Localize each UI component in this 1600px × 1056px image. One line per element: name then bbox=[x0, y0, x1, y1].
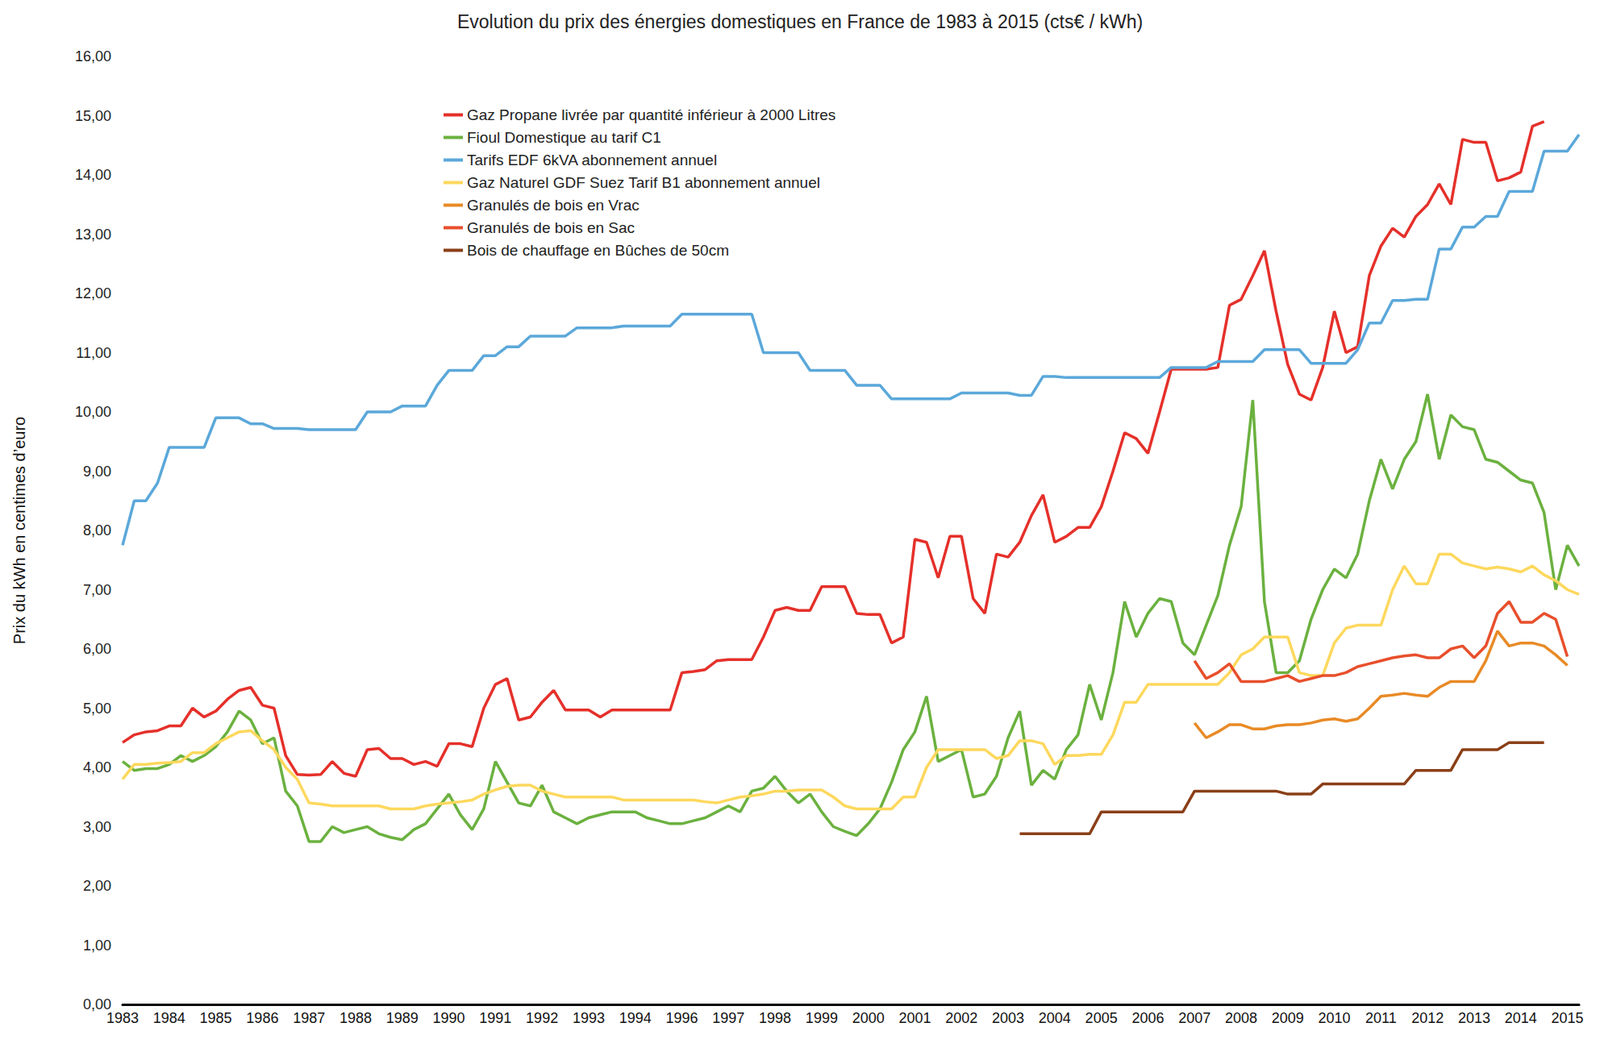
svg-text:1,00: 1,00 bbox=[83, 937, 112, 955]
svg-text:1992: 1992 bbox=[525, 1010, 559, 1027]
svg-text:Granulés de bois en Vrac: Granulés de bois en Vrac bbox=[466, 196, 640, 214]
svg-text:2000: 2000 bbox=[852, 1010, 885, 1027]
svg-text:2008: 2008 bbox=[1225, 1010, 1258, 1027]
svg-text:2003: 2003 bbox=[991, 1010, 1025, 1027]
svg-text:2013: 2013 bbox=[1458, 1010, 1491, 1027]
svg-text:1989: 1989 bbox=[386, 1010, 419, 1027]
svg-text:3,00: 3,00 bbox=[83, 819, 112, 836]
svg-text:2007: 2007 bbox=[1178, 1010, 1211, 1027]
svg-text:1994: 1994 bbox=[619, 1010, 652, 1027]
svg-text:2015: 2015 bbox=[1551, 1010, 1584, 1027]
svg-text:2011: 2011 bbox=[1365, 1010, 1397, 1027]
svg-text:1998: 1998 bbox=[758, 1010, 792, 1027]
svg-text:Gaz Naturel GDF Suez Tarif B1: Gaz Naturel GDF Suez Tarif B1 abonnement… bbox=[466, 174, 821, 192]
svg-text:2,00: 2,00 bbox=[83, 878, 112, 895]
svg-text:2001: 2001 bbox=[898, 1010, 931, 1027]
svg-text:1996: 1996 bbox=[665, 1010, 698, 1027]
svg-text:1990: 1990 bbox=[433, 1010, 466, 1027]
svg-text:7,00: 7,00 bbox=[83, 582, 112, 599]
svg-text:10,00: 10,00 bbox=[75, 404, 112, 421]
svg-text:1987: 1987 bbox=[292, 1010, 325, 1027]
svg-text:Fioul Domestique au tarif C1: Fioul Domestique au tarif C1 bbox=[466, 129, 662, 146]
svg-text:15,00: 15,00 bbox=[75, 108, 112, 125]
svg-text:4,00: 4,00 bbox=[83, 759, 112, 776]
svg-text:Tarifs EDF 6kVA abonnement ann: Tarifs EDF 6kVA abonnement annuel bbox=[466, 151, 717, 169]
svg-text:0,00: 0,00 bbox=[83, 996, 112, 1013]
svg-text:1999: 1999 bbox=[805, 1010, 838, 1027]
svg-text:2014: 2014 bbox=[1504, 1010, 1538, 1027]
svg-text:9,00: 9,00 bbox=[83, 463, 112, 480]
svg-text:11,00: 11,00 bbox=[75, 345, 112, 362]
svg-text:2009: 2009 bbox=[1271, 1010, 1305, 1027]
svg-text:13,00: 13,00 bbox=[75, 226, 112, 243]
svg-text:Evolution du prix des énergies: Evolution du prix des énergies domestiqu… bbox=[457, 11, 1143, 33]
svg-text:1997: 1997 bbox=[712, 1010, 745, 1027]
svg-text:2002: 2002 bbox=[945, 1010, 978, 1027]
svg-text:14,00: 14,00 bbox=[75, 166, 112, 184]
svg-text:1993: 1993 bbox=[572, 1010, 605, 1027]
svg-text:5,00: 5,00 bbox=[83, 700, 112, 717]
svg-text:2006: 2006 bbox=[1131, 1010, 1164, 1027]
svg-text:2012: 2012 bbox=[1411, 1010, 1444, 1027]
svg-text:2005: 2005 bbox=[1085, 1010, 1118, 1027]
svg-text:1985: 1985 bbox=[200, 1010, 233, 1027]
svg-text:2004: 2004 bbox=[1038, 1010, 1071, 1027]
svg-text:1986: 1986 bbox=[245, 1010, 279, 1027]
svg-text:6,00: 6,00 bbox=[83, 641, 112, 658]
svg-text:1988: 1988 bbox=[339, 1010, 372, 1027]
svg-text:8,00: 8,00 bbox=[83, 522, 112, 539]
svg-text:Granulés de bois en Sac: Granulés de bois en Sac bbox=[466, 219, 635, 237]
svg-text:Prix du kWh en centimes d’euro: Prix du kWh en centimes d’euro bbox=[10, 416, 29, 645]
svg-text:1984: 1984 bbox=[153, 1010, 186, 1027]
svg-text:1983: 1983 bbox=[106, 1010, 139, 1027]
svg-text:1991: 1991 bbox=[479, 1010, 512, 1027]
svg-text:Gaz Propane livrée par quantit: Gaz Propane livrée par quantité inférieu… bbox=[466, 106, 836, 124]
svg-text:12,00: 12,00 bbox=[75, 285, 112, 302]
svg-text:Bois de chauffage en Bûches de: Bois de chauffage en Bûches de 50cm bbox=[466, 241, 730, 259]
svg-text:2010: 2010 bbox=[1318, 1010, 1351, 1027]
svg-text:16,00: 16,00 bbox=[75, 48, 112, 65]
